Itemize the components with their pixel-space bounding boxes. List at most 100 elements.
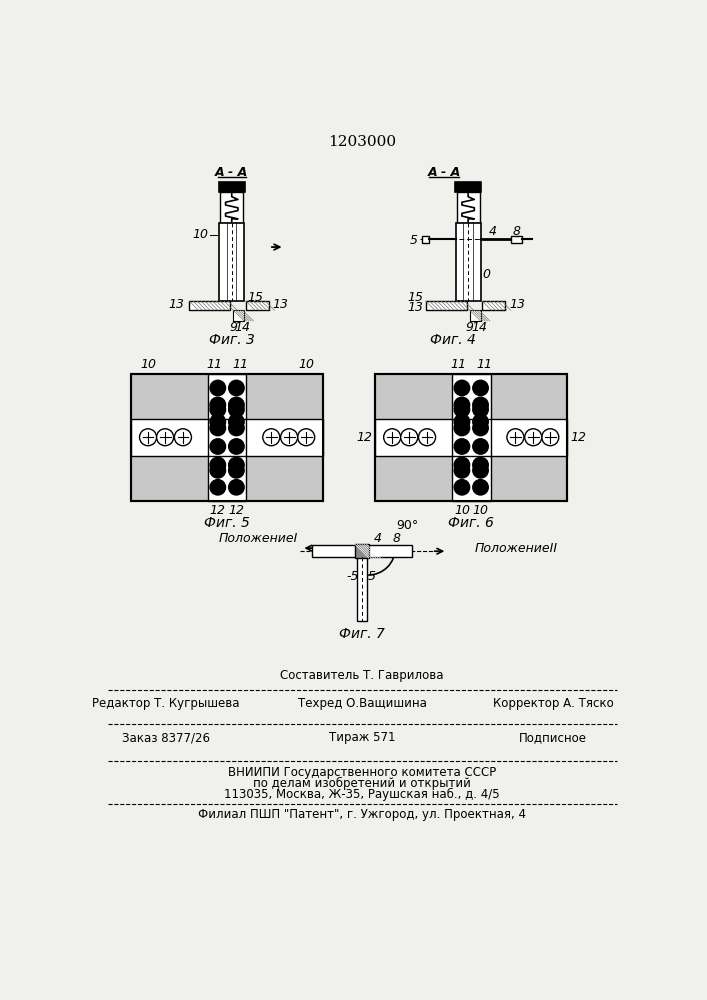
Circle shape xyxy=(156,429,174,446)
Circle shape xyxy=(542,429,559,446)
Text: 13: 13 xyxy=(509,298,525,311)
Bar xyxy=(218,182,245,192)
Circle shape xyxy=(473,380,489,396)
Circle shape xyxy=(210,420,226,436)
Circle shape xyxy=(210,414,226,430)
Text: 90°: 90° xyxy=(396,519,418,532)
Bar xyxy=(456,223,481,301)
Text: 10: 10 xyxy=(454,504,470,517)
Bar xyxy=(131,419,323,456)
Bar xyxy=(208,374,247,501)
Text: по делам изобретений и открытий: по делам изобретений и открытий xyxy=(253,777,471,790)
Bar xyxy=(131,374,323,501)
Circle shape xyxy=(281,429,298,446)
Circle shape xyxy=(228,414,244,430)
Text: 10: 10 xyxy=(140,358,156,371)
Circle shape xyxy=(384,429,401,446)
Circle shape xyxy=(473,463,489,478)
Circle shape xyxy=(210,439,226,454)
Text: Фиг. 3: Фиг. 3 xyxy=(209,333,255,347)
Circle shape xyxy=(454,480,469,495)
Circle shape xyxy=(454,463,469,478)
Bar xyxy=(455,182,481,192)
Text: 1203000: 1203000 xyxy=(328,135,396,149)
Circle shape xyxy=(454,439,469,454)
Text: ПоложениеII: ПоложениеII xyxy=(474,542,557,555)
Circle shape xyxy=(263,429,280,446)
Text: 11: 11 xyxy=(450,358,466,371)
Text: 12: 12 xyxy=(210,504,226,517)
Circle shape xyxy=(473,414,489,430)
Text: -5: -5 xyxy=(346,570,359,583)
Text: Заказ 8377/26: Заказ 8377/26 xyxy=(122,731,210,744)
Bar xyxy=(469,310,481,321)
Text: Фиг. 4: Фиг. 4 xyxy=(430,333,476,347)
Bar xyxy=(457,192,480,223)
Text: 10: 10 xyxy=(476,267,491,280)
Text: 8: 8 xyxy=(512,225,520,238)
Bar xyxy=(375,374,567,501)
Text: 5: 5 xyxy=(367,570,375,583)
Circle shape xyxy=(210,380,226,396)
Circle shape xyxy=(210,402,226,417)
Circle shape xyxy=(228,480,244,495)
Circle shape xyxy=(454,402,469,417)
Bar xyxy=(220,192,243,223)
Text: 14: 14 xyxy=(471,321,487,334)
Text: 12: 12 xyxy=(356,431,373,444)
Text: Фиг. 5: Фиг. 5 xyxy=(204,516,250,530)
Text: 15: 15 xyxy=(247,291,263,304)
Bar xyxy=(189,301,230,310)
Circle shape xyxy=(228,380,244,396)
Text: Корректор А. Тяско: Корректор А. Тяско xyxy=(493,697,614,710)
Text: 11: 11 xyxy=(206,358,222,371)
Text: 10: 10 xyxy=(193,228,209,241)
Circle shape xyxy=(210,397,226,413)
Text: 5: 5 xyxy=(410,234,418,247)
Circle shape xyxy=(473,420,489,436)
Text: Филиал ПШП "Патент", г. Ужгород, ул. Проектная, 4: Филиал ПШП "Патент", г. Ужгород, ул. Про… xyxy=(198,808,526,821)
Text: 13: 13 xyxy=(407,301,423,314)
Circle shape xyxy=(473,397,489,413)
Circle shape xyxy=(473,439,489,454)
Circle shape xyxy=(454,457,469,473)
Text: 12: 12 xyxy=(570,431,586,444)
Text: 14: 14 xyxy=(235,321,250,334)
Circle shape xyxy=(228,397,244,413)
Bar xyxy=(246,301,269,310)
Circle shape xyxy=(473,480,489,495)
Bar xyxy=(131,419,323,456)
Bar xyxy=(355,544,369,558)
Text: 11: 11 xyxy=(233,358,248,371)
Text: Подписное: Подписное xyxy=(520,731,588,744)
Bar xyxy=(452,374,491,501)
Text: Тираж 571: Тираж 571 xyxy=(329,731,395,744)
Text: Составитель Т. Гаврилова: Составитель Т. Гаврилова xyxy=(280,669,444,682)
Text: 13: 13 xyxy=(273,298,289,311)
Circle shape xyxy=(228,463,244,478)
Circle shape xyxy=(228,457,244,473)
Bar xyxy=(375,374,567,501)
Text: 9: 9 xyxy=(466,321,474,334)
Circle shape xyxy=(228,420,244,436)
Text: Техред О.Ващишина: Техред О.Ващишина xyxy=(298,697,426,710)
Bar xyxy=(426,301,467,310)
Text: Редактор Т. Кугрышева: Редактор Т. Кугрышева xyxy=(92,697,240,710)
Circle shape xyxy=(228,439,244,454)
Circle shape xyxy=(507,429,524,446)
Text: А - А: А - А xyxy=(428,166,462,179)
Circle shape xyxy=(139,429,156,446)
Circle shape xyxy=(210,463,226,478)
Text: 113035, Москва, Ж-35, Раушская наб., д. 4/5: 113035, Москва, Ж-35, Раушская наб., д. … xyxy=(224,788,500,801)
Bar xyxy=(356,557,368,620)
Text: Фиг. 6: Фиг. 6 xyxy=(448,516,494,530)
Circle shape xyxy=(454,414,469,430)
Circle shape xyxy=(454,420,469,436)
Bar xyxy=(131,374,323,501)
Circle shape xyxy=(210,480,226,495)
Text: 15: 15 xyxy=(407,291,423,304)
Bar xyxy=(312,545,412,557)
Text: 4: 4 xyxy=(489,225,497,238)
Bar xyxy=(510,235,522,243)
Circle shape xyxy=(525,429,542,446)
